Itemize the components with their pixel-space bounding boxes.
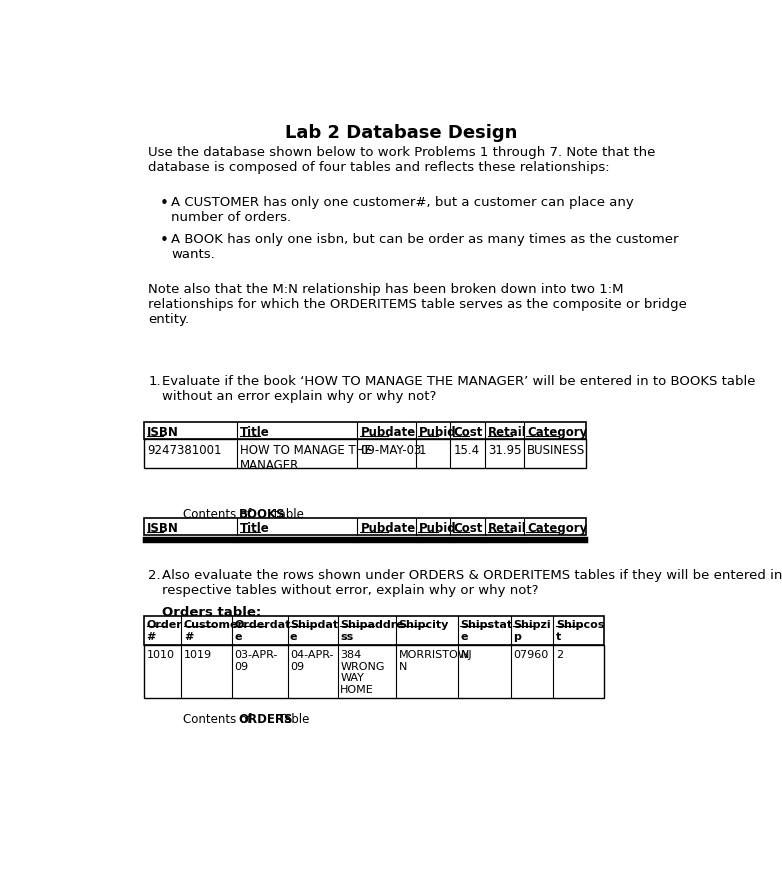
Text: Title: Title	[240, 426, 270, 439]
Text: 1.: 1.	[148, 375, 161, 388]
Text: 15.4: 15.4	[454, 443, 479, 456]
Text: 384
WRONG
WAY
HOME: 384 WRONG WAY HOME	[340, 650, 385, 695]
Text: Pubid: Pubid	[418, 426, 456, 439]
Text: Shipdat
e: Shipdat e	[290, 620, 338, 641]
Text: Title: Title	[240, 522, 270, 535]
Text: table: table	[270, 507, 303, 520]
Text: 1: 1	[418, 443, 426, 456]
Text: Cost: Cost	[454, 522, 482, 535]
Text: 31.95: 31.95	[488, 443, 522, 456]
Text: 04-APR-
09: 04-APR- 09	[290, 650, 333, 671]
Text: HOW TO MANAGE THE
MANAGER: HOW TO MANAGE THE MANAGER	[240, 443, 372, 471]
Text: A CUSTOMER has only one customer#, but a customer can place any
number of orders: A CUSTOMER has only one customer#, but a…	[171, 196, 634, 224]
Text: Orders table:: Orders table:	[162, 605, 261, 619]
Text: ISBN: ISBN	[147, 522, 179, 535]
Text: Contents of: Contents of	[183, 712, 255, 725]
Bar	[144, 519, 586, 536]
Text: Lab 2 Database Design: Lab 2 Database Design	[285, 124, 517, 142]
Text: NJ: NJ	[461, 650, 472, 660]
Text: Customer
#: Customer #	[184, 620, 244, 641]
Text: Shipcos
t: Shipcos t	[556, 620, 604, 641]
Text: Cost: Cost	[454, 426, 482, 439]
Bar	[144, 440, 586, 468]
Text: 09-MAY-03: 09-MAY-03	[361, 443, 421, 456]
Text: Category: Category	[527, 522, 587, 535]
Text: Shipstat
e: Shipstat e	[461, 620, 512, 641]
Text: Retail: Retail	[488, 522, 527, 535]
Text: MORRISTOW
N: MORRISTOW N	[399, 650, 469, 671]
Text: Shipaddre
ss: Shipaddre ss	[340, 620, 404, 641]
Text: Also evaluate the rows shown under ORDERS & ORDERITEMS tables if they will be en: Also evaluate the rows shown under ORDER…	[162, 569, 782, 596]
Bar	[144, 645, 604, 698]
Text: •: •	[160, 232, 169, 248]
Text: Retail: Retail	[488, 426, 527, 439]
Text: Order
#: Order #	[146, 620, 182, 641]
Text: Evaluate if the book ‘HOW TO MANAGE THE MANAGER’ will be entered in to BOOKS tab: Evaluate if the book ‘HOW TO MANAGE THE …	[162, 375, 755, 403]
Text: Table: Table	[275, 712, 310, 725]
Bar	[144, 617, 604, 645]
Text: 07960: 07960	[513, 650, 548, 660]
Text: Orderdat
e: Orderdat e	[234, 620, 291, 641]
Bar	[144, 423, 586, 440]
Text: 2.: 2.	[148, 569, 161, 582]
Text: Shipzi
p: Shipzi p	[513, 620, 551, 641]
Text: Category: Category	[527, 426, 587, 439]
Text: •: •	[160, 196, 169, 211]
Text: BOOKS: BOOKS	[239, 507, 285, 520]
Text: Shipcity: Shipcity	[399, 620, 449, 629]
Text: A BOOK has only one isbn, but can be order as many times as the customer
wants.: A BOOK has only one isbn, but can be ord…	[171, 232, 679, 261]
Text: Use the database shown below to work Problems 1 through 7. Note that the
databas: Use the database shown below to work Pro…	[148, 146, 655, 173]
Text: 1010: 1010	[146, 650, 174, 660]
Text: BUSINESS: BUSINESS	[527, 443, 586, 456]
Text: Pubdate: Pubdate	[361, 522, 416, 535]
Text: 1019: 1019	[184, 650, 212, 660]
Text: 9247381001: 9247381001	[147, 443, 222, 456]
Text: 03-APR-
09: 03-APR- 09	[234, 650, 278, 671]
Text: Pubid: Pubid	[418, 522, 456, 535]
Text: 2: 2	[556, 650, 563, 660]
Text: ORDERS: ORDERS	[239, 712, 293, 725]
Text: Pubdate: Pubdate	[361, 426, 416, 439]
Text: Contents of: Contents of	[183, 507, 255, 520]
Text: ISBN: ISBN	[147, 426, 179, 439]
Text: Note also that the M:N relationship has been broken down into two 1:M
relationsh: Note also that the M:N relationship has …	[148, 283, 687, 325]
